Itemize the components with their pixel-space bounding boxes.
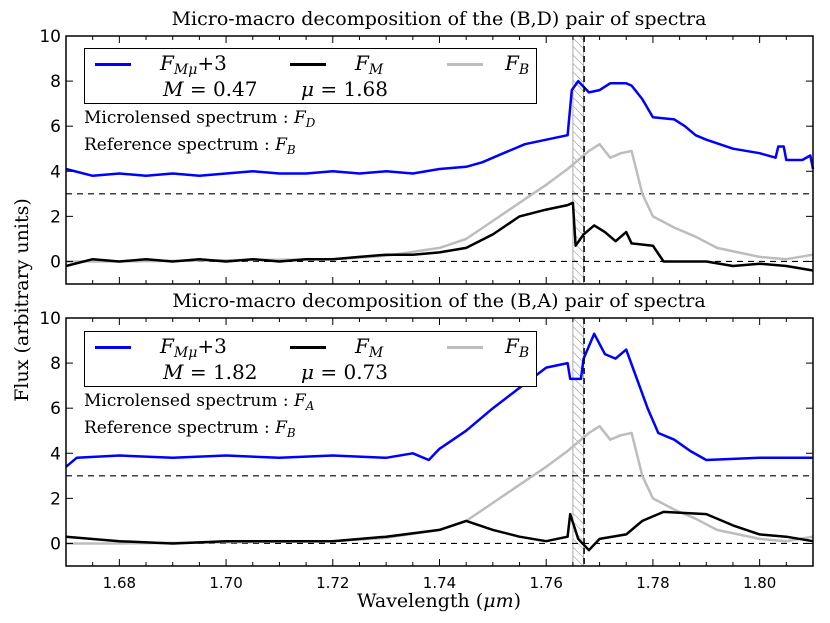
x-tick-label: 1.68 [103, 574, 136, 592]
panel-2-y-tick-label: 2 [50, 489, 61, 509]
legend-label-fm: FM [355, 51, 384, 78]
panel-2-series-FM [65, 510, 814, 552]
panel-1-y-tick-label: 0 [50, 252, 61, 272]
panel-1-y-tick-label: 6 [50, 117, 61, 137]
legend-swatch-fmmu [95, 346, 131, 349]
legend-swatch-fb [447, 63, 483, 66]
legend-param-mu: μ = 1.68 [301, 77, 389, 101]
panel-2-y-tick-label: 0 [50, 534, 61, 554]
x-tick-label: 1.70 [209, 574, 242, 592]
panel-1-y-tick-label: 8 [50, 72, 61, 92]
microlensed-note: Microlensed spectrum : FA [84, 391, 315, 413]
x-tick-label: 1.72 [316, 574, 349, 592]
panel-1-series-FM [65, 201, 814, 272]
panel-1-y-tick-label: 10 [39, 27, 61, 47]
panel-1-y-tick-label: 4 [50, 162, 61, 182]
panel-1-legend: FMμ+3 FM FB M = 0.47 μ = 1.68 [84, 48, 537, 104]
legend-label-fm: FM [355, 334, 384, 361]
panel-1-y-tick-label: 2 [50, 207, 61, 227]
panel-1-annotation: Microlensed spectrum : FD Reference spec… [84, 107, 315, 161]
legend-param-mu: μ = 0.73 [301, 360, 389, 384]
panel-1-series-FMmu_plus_3 [65, 79, 815, 178]
legend-swatch-fm [290, 63, 326, 66]
panel-1-series-FB [66, 142, 814, 263]
microlensed-note: Microlensed spectrum : FD [84, 108, 316, 130]
legend-label-fb: FB [505, 51, 530, 78]
panel-2-annotation: Microlensed spectrum : FA Reference spec… [84, 390, 314, 444]
panel-2-title: Micro-macro decomposition of the (B,A) p… [172, 290, 706, 312]
legend-swatch-fmmu [95, 63, 131, 66]
legend-param-m: M = 0.47 [163, 77, 258, 101]
panel-2-y-tick-label: 10 [39, 309, 61, 329]
panel-2-y-tick-label: 4 [50, 444, 61, 464]
legend-swatch-fb [447, 346, 483, 349]
legend-param-m: M = 1.82 [163, 360, 258, 384]
panel-2-legend: FMμ+3 FM FB M = 1.82 μ = 0.73 [84, 331, 537, 387]
panel-2-series-FMmu_plus_3 [65, 332, 813, 468]
x-axis-label: Wavelength (μm) [356, 590, 522, 612]
legend-label-fmmu: FMμ+3 [160, 51, 227, 78]
x-tick-label: 1.78 [636, 574, 669, 592]
panel-2-y-tick-label: 8 [50, 354, 61, 374]
legend-swatch-fm [290, 346, 326, 349]
y-axis-label: Flux (arbitrary units) [11, 198, 33, 402]
x-tick-label: 1.76 [530, 574, 563, 592]
legend-label-fb: FB [505, 334, 530, 361]
x-tick-label: 1.80 [743, 574, 776, 592]
reference-note: Reference spectrum : FB [84, 135, 296, 157]
legend-label-fmmu: FMμ+3 [160, 334, 227, 361]
x-tick-label: 1.74 [423, 574, 456, 592]
panel-2-y-tick-label: 6 [50, 399, 61, 419]
reference-note: Reference spectrum : FB [84, 418, 296, 440]
panel-1-title: Micro-macro decomposition of the (B,D) p… [171, 8, 707, 30]
